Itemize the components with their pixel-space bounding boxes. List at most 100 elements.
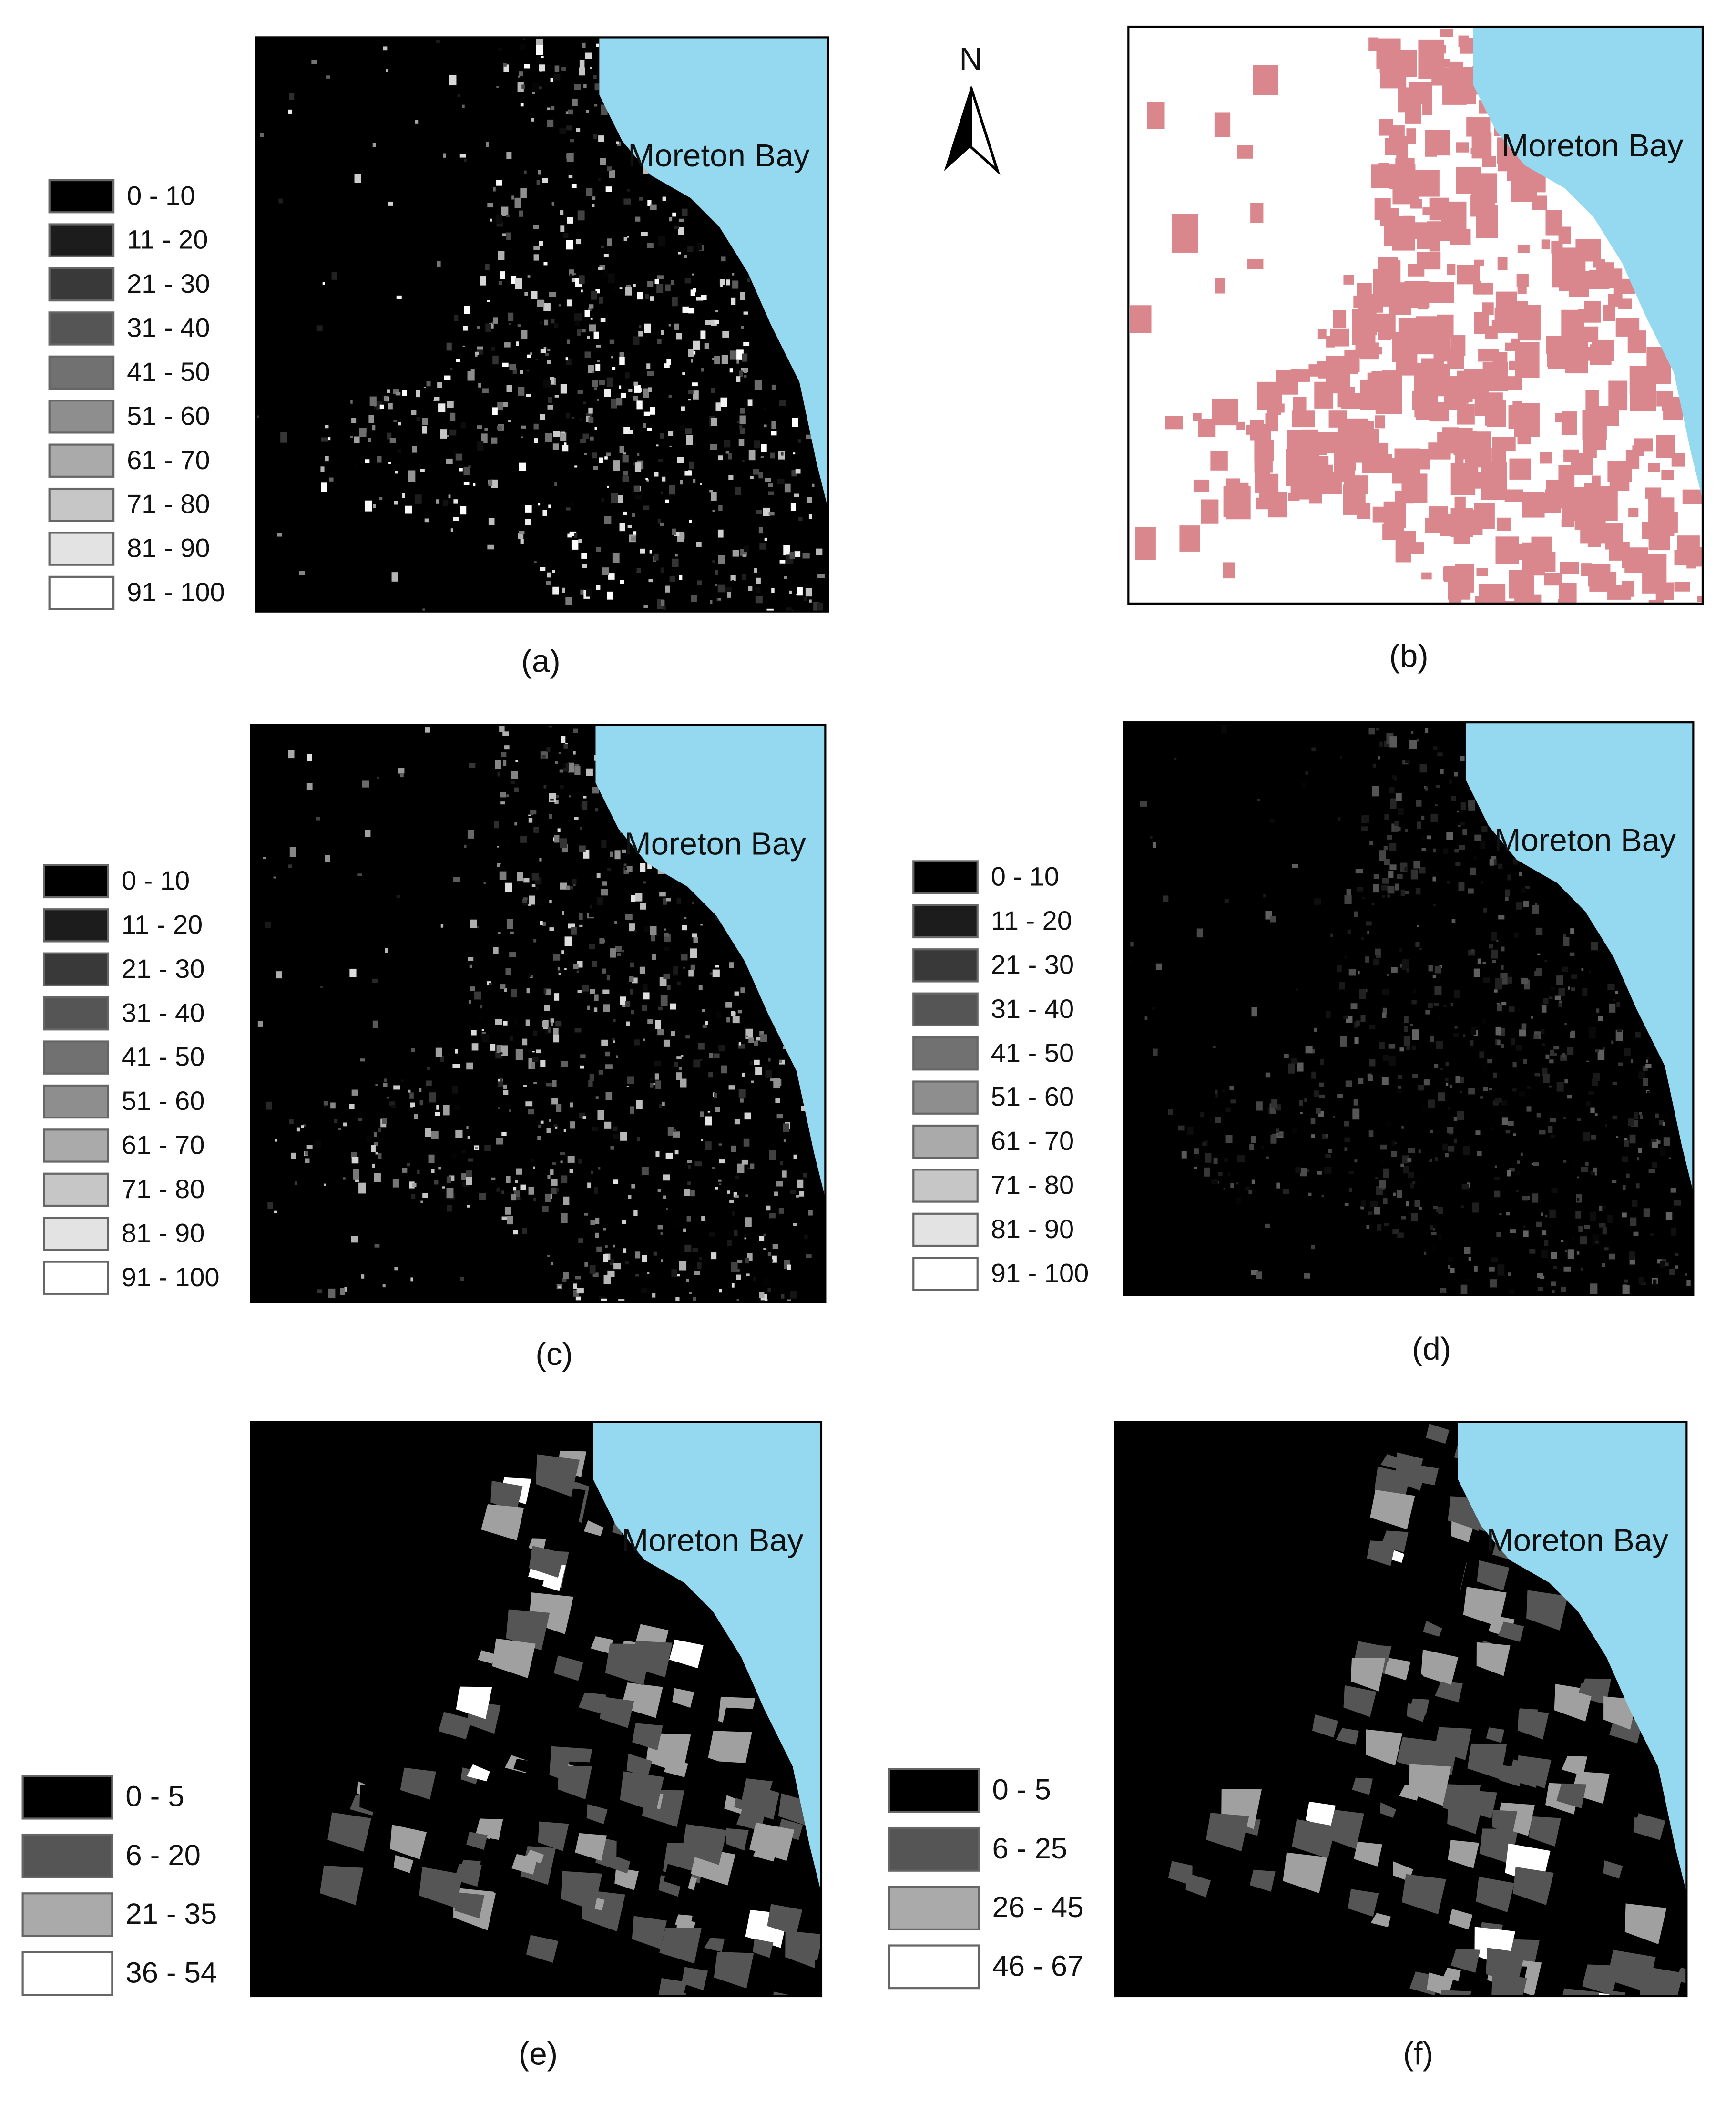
land-patch (783, 1046, 786, 1049)
land-patch (1305, 771, 1308, 775)
land-patch (504, 882, 512, 893)
land-patch (1409, 740, 1417, 749)
land-patch (650, 1083, 654, 1088)
land-patch (1457, 265, 1480, 285)
land-patch (568, 886, 573, 890)
land-patch (1595, 1049, 1599, 1053)
land-patch (647, 427, 652, 431)
land-patch (1371, 164, 1395, 188)
land-patch (754, 440, 760, 448)
land-patch (1491, 949, 1498, 959)
land-patch (633, 531, 637, 536)
land-patch (435, 1047, 442, 1057)
land-patch (737, 1163, 745, 1173)
land-patch (1266, 1156, 1269, 1159)
land-patch (643, 423, 646, 428)
land-patch (583, 796, 587, 799)
land-patch (717, 598, 721, 601)
land-patch (301, 1125, 304, 1128)
land-patch (776, 1181, 783, 1187)
land-patch (1624, 547, 1648, 573)
district (600, 1696, 634, 1728)
land-patch (1325, 1133, 1328, 1138)
land-patch (1542, 1067, 1548, 1076)
legend-label: 31 - 40 (991, 994, 1074, 1024)
land-patch (1422, 207, 1431, 215)
district (1508, 1759, 1542, 1788)
land-patch (581, 553, 587, 559)
land-patch (619, 446, 624, 453)
land-patch (543, 262, 548, 266)
district (1429, 1558, 1467, 1590)
land-patch (1533, 1162, 1539, 1166)
legend-label: 21 - 35 (125, 1898, 217, 1930)
land-patch (770, 1259, 773, 1262)
land-patch (582, 42, 586, 48)
land-patch (712, 510, 715, 512)
land-patch (568, 762, 575, 773)
land-patch (1428, 1003, 1433, 1008)
land-patch (603, 1228, 606, 1231)
land-patch (496, 180, 502, 186)
land-patch (677, 1274, 680, 1277)
land-patch (455, 1049, 458, 1054)
land-patch (577, 390, 583, 394)
land-patch (654, 279, 659, 284)
land-patch (561, 736, 566, 743)
land-patch (1344, 956, 1347, 959)
land-patch (1535, 927, 1543, 935)
land-patch (560, 838, 567, 848)
land-patch (628, 1195, 632, 1199)
land-patch (711, 388, 715, 394)
district (1354, 1841, 1382, 1867)
land-patch (1193, 479, 1210, 492)
land-patch (1251, 1007, 1257, 1017)
land-patch (715, 402, 721, 411)
land-patch (596, 585, 601, 590)
land-patch (721, 1065, 727, 1074)
land-patch (521, 84, 525, 89)
land-patch (1593, 1167, 1597, 1173)
land-patch (554, 835, 560, 843)
land-patch (1379, 1159, 1385, 1163)
land-patch (506, 385, 512, 392)
legend-label: 46 - 67 (992, 1949, 1084, 1982)
land-patch (1460, 822, 1465, 826)
land-patch (482, 1033, 490, 1042)
land-patch (590, 318, 593, 320)
land-patch (659, 892, 666, 897)
land-patch (595, 1232, 599, 1238)
land-patch (789, 590, 792, 594)
legend-label: 91 - 100 (122, 1262, 220, 1292)
land-patch (744, 1112, 751, 1120)
land-patch (1537, 1287, 1543, 1291)
land-patch (604, 389, 611, 397)
land-patch (1344, 894, 1352, 904)
land-patch (684, 1244, 692, 1252)
land-patch (1669, 1269, 1675, 1275)
land-patch (1539, 1130, 1546, 1135)
land-patch (1563, 933, 1566, 938)
land-patch (745, 1028, 753, 1039)
land-patch (729, 1199, 734, 1203)
land-patch (1628, 508, 1639, 517)
land-patch (501, 1190, 504, 1194)
land-patch (715, 1187, 718, 1190)
land-patch (691, 359, 693, 363)
land-patch (574, 766, 581, 775)
land-patch (743, 1138, 750, 1147)
land-patch (359, 428, 367, 437)
land-patch (1563, 1160, 1567, 1163)
land-patch (446, 458, 453, 464)
land-patch (1168, 1109, 1173, 1115)
land-patch (334, 1119, 338, 1123)
land-patch (1474, 393, 1491, 414)
land-patch (763, 1277, 770, 1286)
land-patch (1416, 1176, 1421, 1180)
land-patch (1455, 862, 1461, 866)
land-patch (569, 269, 574, 276)
land-patch (1388, 1056, 1396, 1067)
land-patch (456, 359, 460, 362)
land-patch (765, 1070, 772, 1078)
land-patch (412, 1183, 417, 1187)
